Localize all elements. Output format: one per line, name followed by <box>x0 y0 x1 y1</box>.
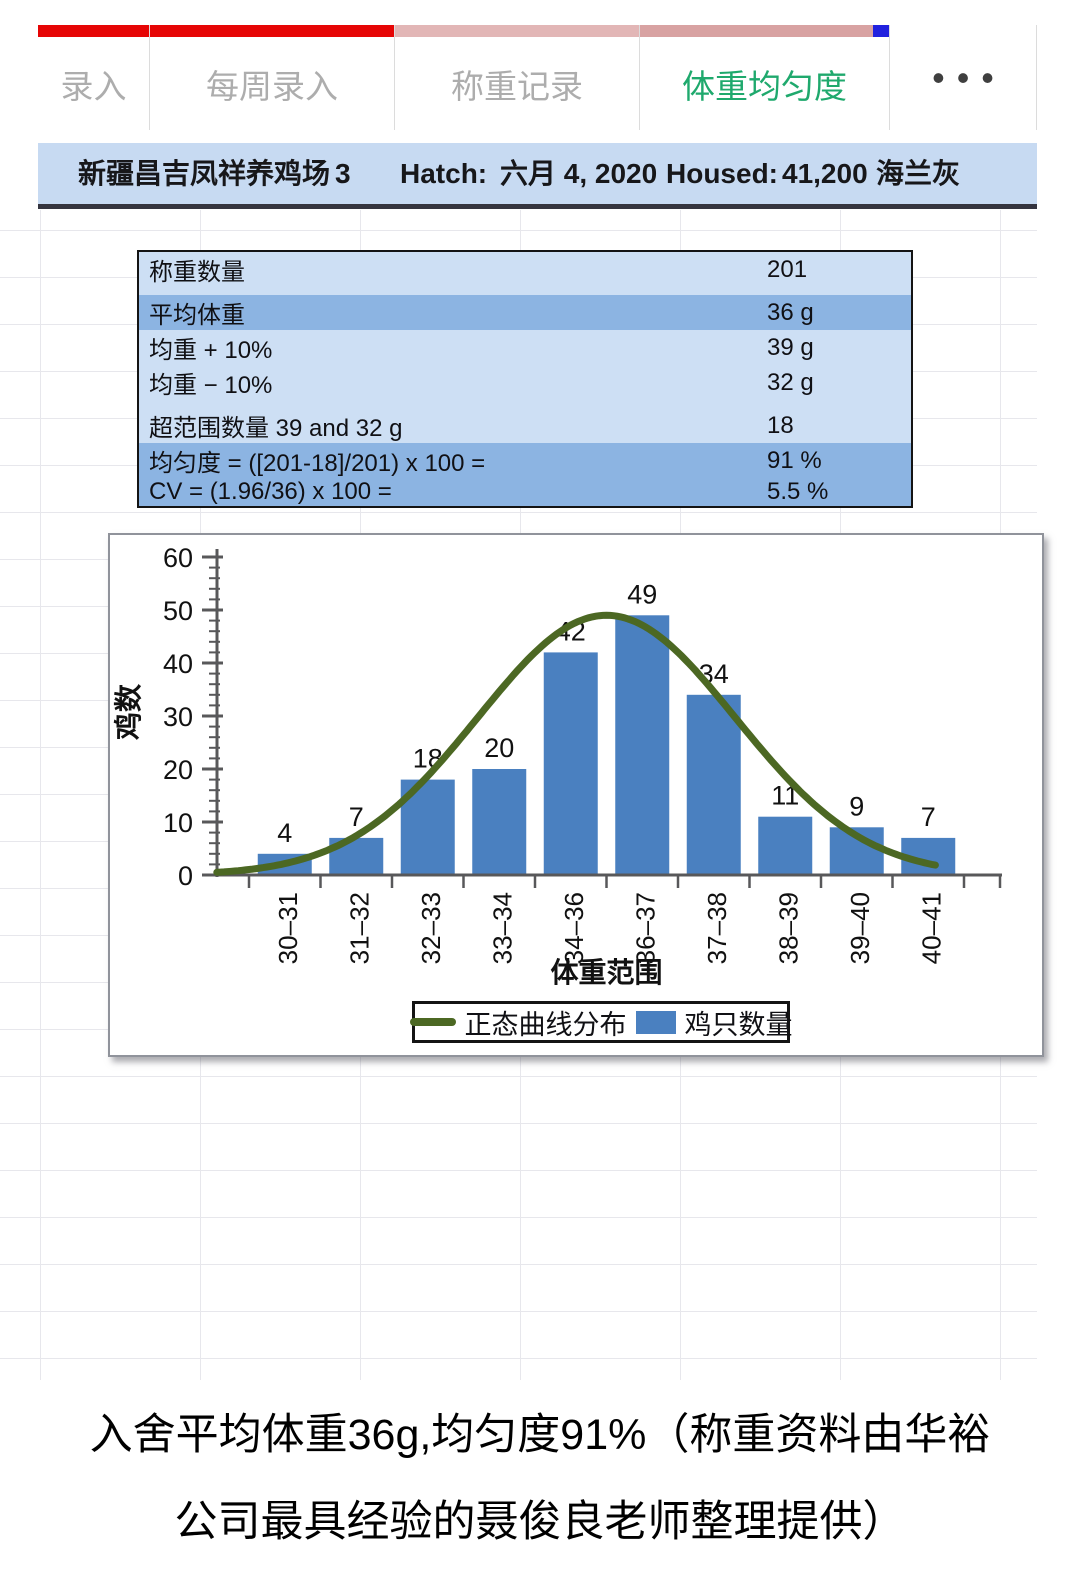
x-tick-label: 32–33 <box>416 892 446 964</box>
x-tick-label: 31–32 <box>344 892 374 964</box>
x-tick-label: 30–31 <box>273 892 303 964</box>
summary-row-value: 39 g <box>767 333 814 361</box>
hatch-value: 六月 4, 2020 <box>500 158 658 189</box>
summary-row-label: 均重 − 10% <box>149 372 273 399</box>
sheet-tab-4[interactable]: 体重均匀度 <box>640 25 890 130</box>
summary-row-label: 均重 + 10% <box>149 337 273 364</box>
ellipsis-icon: ••• <box>932 56 1006 98</box>
summary-spacer-row[interactable] <box>139 400 911 408</box>
summary-row-label: 平均体重 <box>149 302 245 329</box>
tab-color-strip <box>150 25 394 37</box>
x-tick-label: 36–37 <box>630 892 660 964</box>
sheet-tab-1[interactable]: 录入 <box>38 25 150 130</box>
caption-line-2: 公司最具经验的聂俊良老师整理提供） <box>174 1498 906 1546</box>
x-tick-label: 40–41 <box>916 892 946 964</box>
flock-number: 3 <box>335 158 351 189</box>
chart-canvas: 430–31731–321832–332033–344234–364936–37… <box>112 543 1002 988</box>
header-underline <box>38 204 1037 209</box>
y-tick-label: 50 <box>163 596 193 626</box>
summary-row[interactable]: 均重 − 10% 32 g <box>139 365 911 400</box>
bar-34–36 <box>543 652 598 875</box>
summary-row-value: 32 g <box>767 368 814 396</box>
summary-row-label: 均匀度 = ([201-18]/201) x 100 = <box>149 450 486 477</box>
x-tick-label: 39–40 <box>845 892 875 964</box>
summary-row[interactable]: 均重 + 10% 39 g <box>139 330 911 365</box>
farm-name: 新疆昌吉凤祥养鸡场 <box>78 158 331 189</box>
tab-strip-end-cap <box>873 25 889 37</box>
bar-value-label: 7 <box>921 802 936 832</box>
x-tick-label: 34–36 <box>559 892 589 964</box>
y-tick-label: 10 <box>163 808 193 838</box>
breed-name: 海兰灰 <box>876 158 961 189</box>
bar-36–37 <box>615 615 670 875</box>
summary-row[interactable]: 超范围数量 39 and 32 g 18 <box>139 408 911 443</box>
bar-value-label: 7 <box>349 802 364 832</box>
summary-row-value: 91 % <box>767 446 822 474</box>
normal-curve-legend-swatch <box>409 1018 456 1026</box>
summary-row-label: 称重数量 <box>149 259 245 286</box>
summary-spacer-row[interactable] <box>139 287 911 295</box>
tab-label: 体重均匀度 <box>682 67 847 105</box>
housed-label: Housed: <box>666 158 778 189</box>
uniformity-summary-table: 称重数量 201 平均体重 36 g 均重 + 10% 39 g 均重 − 10% 32 g 超… <box>137 250 913 508</box>
chart-legend: 正态曲线分布 鸡只数量 <box>409 1001 793 1043</box>
tab-color-strip <box>38 25 149 37</box>
sheet-tab-2[interactable]: 每周录入 <box>150 25 395 130</box>
x-tick-label: 33–34 <box>487 892 517 964</box>
bar-value-label: 20 <box>484 733 514 763</box>
x-axis-title: 体重范围 <box>550 957 662 988</box>
sheet-tab-3[interactable]: 称重记录 <box>395 25 640 130</box>
housed-value: 41,200 <box>782 158 868 189</box>
bar-series-legend-label: 鸡只数量 <box>684 1009 793 1040</box>
summary-row[interactable]: 平均体重 36 g <box>139 295 911 330</box>
summary-row[interactable]: CV = (1.96/36) x 100 = 5.5 % <box>139 478 911 506</box>
caption-line-1: 入舍平均体重36g,均匀度91%（称重资料由华裕 <box>89 1411 991 1459</box>
bar-38–39 <box>758 816 813 875</box>
summary-row-value: 5.5 % <box>767 478 829 505</box>
y-tick-label: 0 <box>178 861 193 891</box>
tab-label: 称重记录 <box>451 67 583 105</box>
summary-row-value: 36 g <box>767 298 814 326</box>
bar-value-label: 4 <box>277 818 292 848</box>
x-tick-label: 38–39 <box>773 892 803 964</box>
hatch-label: Hatch: <box>400 158 488 189</box>
bar-37–38 <box>686 694 741 875</box>
weight-distribution-chart[interactable]: 4 30–31 7 31–32 18 32–33 20 33–34 42 34–36 49 36–37… <box>108 533 1044 1057</box>
y-tick-label: 40 <box>163 649 193 679</box>
summary-row[interactable]: 称重数量 201 <box>139 252 911 287</box>
bar-value-label: 49 <box>627 579 657 609</box>
tab-color-strip <box>395 25 639 37</box>
tab-color-strip <box>640 25 889 37</box>
summary-row-value: 201 <box>767 255 808 283</box>
y-tick-label: 30 <box>163 702 193 732</box>
summary-row[interactable]: 均匀度 = ([201-18]/201) x 100 = 91 % <box>139 443 911 478</box>
normal-curve <box>213 611 939 876</box>
bar-33–34 <box>472 769 527 875</box>
y-tick-label: 20 <box>163 755 193 785</box>
y-tick-label: 60 <box>163 543 193 573</box>
x-tick-label: 37–38 <box>702 892 732 964</box>
bar-value-label: 9 <box>849 791 864 821</box>
more-tabs-button[interactable]: ••• <box>890 25 1037 130</box>
sheet-tab-bar: 录入 每周录入 称重记录 体重均匀度 ••• <box>38 25 1037 130</box>
y-axis-title: 鸡数 <box>112 683 144 741</box>
tab-label: 每周录入 <box>206 67 338 105</box>
tab-label: 录入 <box>60 67 127 105</box>
normal-curve-legend-label: 正态曲线分布 <box>464 1009 627 1040</box>
summary-row-value: 18 <box>767 411 794 439</box>
bar-series-legend-swatch <box>635 1010 676 1034</box>
summary-row-label: 超范围数量 39 and 32 g <box>149 415 403 442</box>
summary-row-label: CV = (1.96/36) x 100 = <box>149 478 392 505</box>
flock-header-row[interactable]: 新疆昌吉凤祥养鸡场 3 Hatch: 六月 4, 2020 Housed: 41… <box>38 143 1037 204</box>
